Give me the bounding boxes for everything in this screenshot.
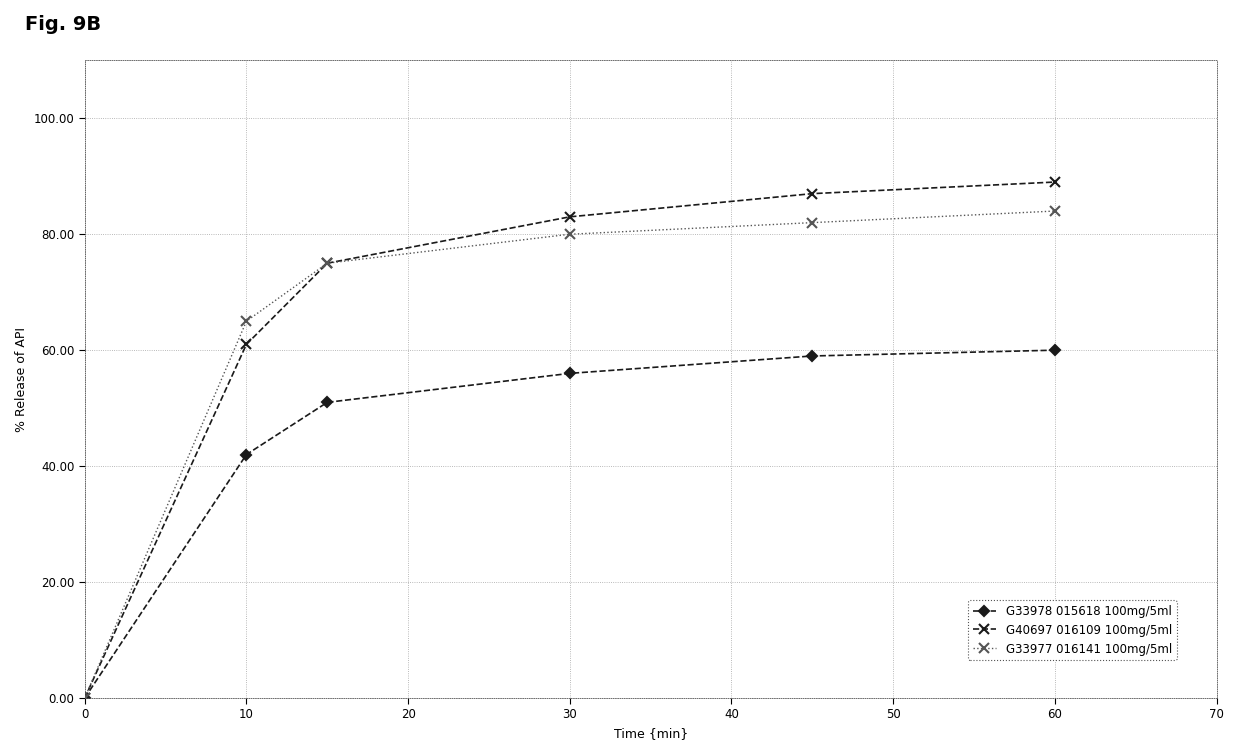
G40697 016109 100mg/5ml	[805, 189, 820, 198]
G33977 016141 100mg/5ml	[563, 230, 577, 239]
Line: G33978 015618 100mg/5ml: G33978 015618 100mg/5ml	[82, 347, 1058, 701]
Line: G40697 016109 100mg/5ml: G40697 016109 100mg/5ml	[79, 177, 1059, 703]
Line: G33977 016141 100mg/5ml: G33977 016141 100mg/5ml	[79, 206, 1059, 703]
X-axis label: Time {min}: Time {min}	[613, 727, 688, 740]
G40697 016109 100mg/5ml	[563, 212, 577, 221]
G33978 015618 100mg/5ml	[805, 351, 820, 360]
G40697 016109 100mg/5ml	[77, 694, 92, 703]
G33977 016141 100mg/5ml	[805, 218, 820, 227]
G40697 016109 100mg/5ml	[320, 259, 335, 268]
G33978 015618 100mg/5ml	[320, 398, 335, 407]
G33978 015618 100mg/5ml	[563, 369, 577, 378]
G40697 016109 100mg/5ml	[239, 340, 254, 349]
G33978 015618 100mg/5ml	[77, 694, 92, 703]
Text: Fig. 9B: Fig. 9B	[25, 15, 100, 34]
G40697 016109 100mg/5ml	[1047, 177, 1062, 186]
G33977 016141 100mg/5ml	[77, 694, 92, 703]
G33977 016141 100mg/5ml	[239, 316, 254, 325]
Y-axis label: % Release of API: % Release of API	[15, 327, 28, 432]
G33977 016141 100mg/5ml	[1047, 207, 1062, 216]
G33977 016141 100mg/5ml	[320, 259, 335, 268]
G33978 015618 100mg/5ml	[239, 450, 254, 459]
Legend: G33978 015618 100mg/5ml, G40697 016109 100mg/5ml, G33977 016141 100mg/5ml: G33978 015618 100mg/5ml, G40697 016109 1…	[968, 600, 1177, 660]
G33978 015618 100mg/5ml	[1047, 346, 1062, 355]
